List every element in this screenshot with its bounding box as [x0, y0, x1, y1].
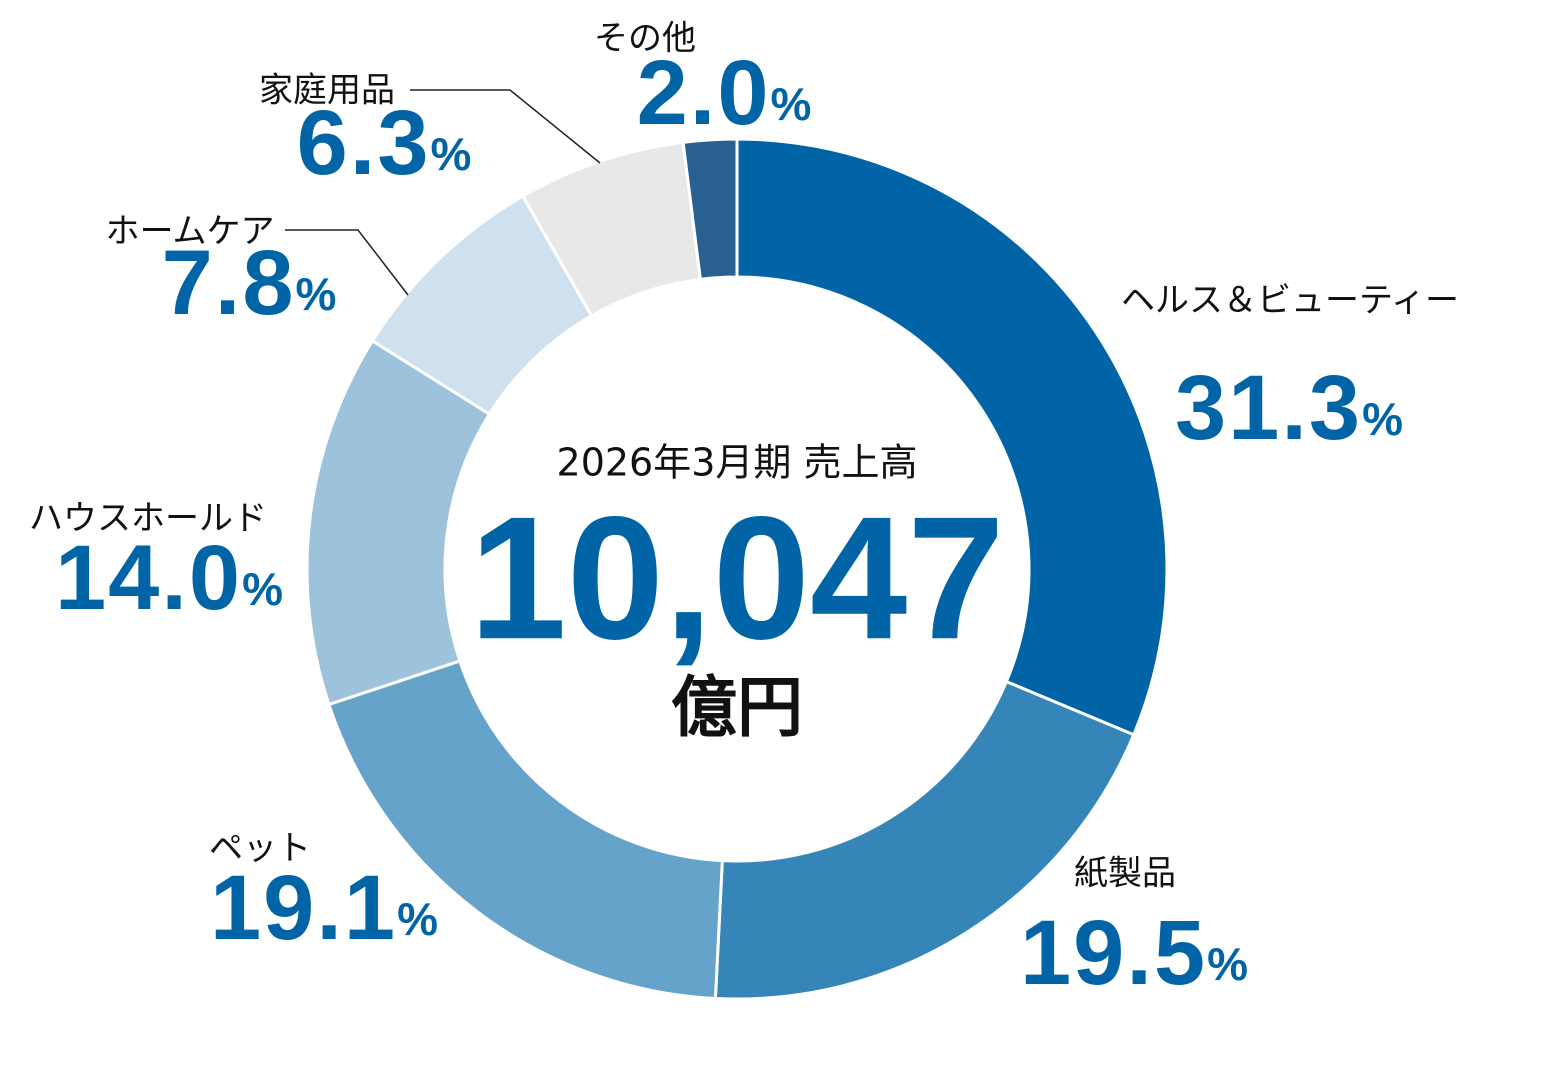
category-label: ホームケア: [106, 212, 275, 252]
leader-line: [410, 89, 601, 164]
value-label: 19.1%: [210, 857, 440, 959]
value-label: 14.0%: [55, 527, 285, 629]
category-label: ハウスホールド: [29, 499, 267, 539]
donut-slice: [326, 659, 724, 1001]
value-label: 7.8%: [162, 232, 339, 334]
donut-slice: [713, 679, 1136, 1001]
center-unit: 億円: [671, 669, 803, 746]
value-label: 19.5%: [1020, 902, 1250, 1004]
donut-slice: [735, 137, 1169, 737]
category-label: ペット: [209, 829, 311, 869]
leader-line: [285, 229, 409, 296]
value-label: 31.3%: [1175, 357, 1405, 459]
donut-slice: [681, 137, 739, 281]
value-label: 2.0%: [637, 42, 814, 144]
category-label: ヘルス＆ビューティー: [1121, 281, 1459, 321]
center-title: 2026年3月期 売上高: [557, 441, 918, 485]
category-label: 家庭用品: [259, 71, 395, 111]
center-value: 10,047: [469, 481, 1004, 676]
category-label: 紙製品: [1074, 854, 1176, 894]
value-label: 6.3%: [297, 92, 474, 194]
donut: [305, 137, 1169, 1001]
category-label: その他: [594, 19, 696, 59]
